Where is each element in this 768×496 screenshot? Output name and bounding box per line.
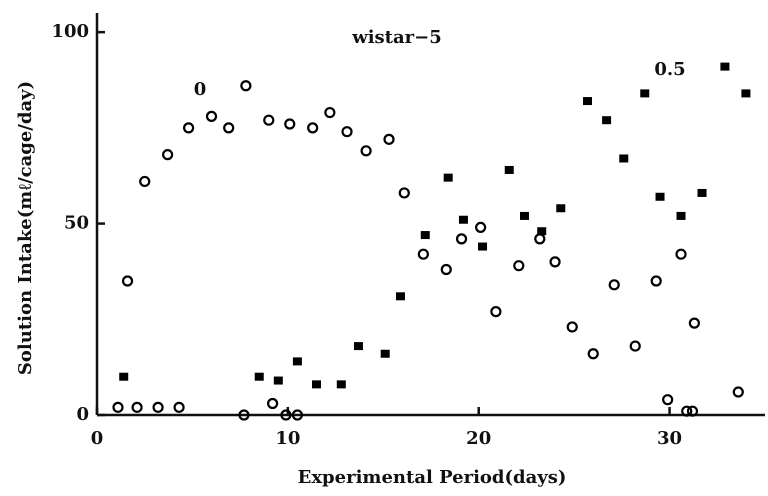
point [417, 248, 429, 260]
point [513, 260, 525, 272]
point [266, 397, 279, 410]
point [676, 211, 686, 220]
point [291, 409, 303, 421]
y-tick-label: 100 [51, 21, 89, 42]
point [360, 145, 372, 157]
x-tick-label: 10 [275, 428, 300, 449]
point [223, 122, 235, 134]
point [162, 149, 174, 161]
point [640, 89, 650, 98]
point [455, 233, 468, 245]
point [152, 401, 164, 413]
point [688, 317, 700, 329]
point [119, 372, 129, 381]
point [602, 116, 612, 125]
point [324, 106, 336, 119]
point [112, 401, 124, 413]
series-label: 0.5 [654, 59, 685, 80]
point [307, 122, 319, 134]
series-label: 0 [194, 79, 207, 100]
point [556, 204, 566, 213]
x-tick-label: 30 [657, 428, 682, 449]
point [475, 221, 487, 233]
point [238, 409, 250, 421]
point [395, 292, 405, 301]
point [537, 227, 547, 236]
point [139, 175, 151, 188]
y-tick-label: 50 [64, 213, 89, 234]
point [549, 256, 561, 268]
point [336, 380, 346, 389]
point [353, 342, 363, 351]
x-tick-label: 20 [466, 428, 491, 449]
point [280, 409, 292, 421]
point [383, 133, 395, 145]
point [619, 154, 629, 163]
point [741, 89, 751, 98]
point [520, 211, 530, 220]
point [697, 188, 707, 197]
point [686, 405, 699, 417]
point [655, 192, 665, 201]
point [254, 372, 264, 381]
point [458, 215, 468, 224]
point [284, 118, 296, 130]
y-tick-label: 0 [76, 404, 89, 425]
point [240, 80, 252, 92]
point [478, 242, 488, 251]
point [173, 401, 185, 413]
point [311, 380, 321, 389]
point [534, 233, 546, 245]
point [263, 114, 275, 126]
point [205, 110, 218, 122]
point [681, 405, 693, 417]
point [341, 126, 353, 138]
point [583, 97, 593, 106]
point [121, 275, 134, 287]
point [566, 321, 578, 333]
point [650, 275, 662, 287]
point [675, 248, 687, 260]
point [273, 376, 283, 385]
point [443, 173, 453, 182]
y-axis-label: Solution Intake(mℓ/cage/day) [15, 81, 36, 375]
point [380, 349, 390, 358]
x-axis-label: Experimental Period(days) [298, 467, 567, 488]
point [440, 263, 452, 276]
point [608, 279, 620, 291]
point [732, 386, 744, 398]
point [420, 231, 430, 240]
chart-title: wistar−5 [351, 27, 442, 48]
point [183, 122, 195, 134]
point [504, 165, 514, 174]
point [398, 187, 410, 199]
point [131, 401, 143, 413]
point [662, 394, 674, 406]
point [490, 306, 502, 318]
point [720, 62, 730, 71]
point [587, 348, 599, 360]
point [292, 357, 302, 366]
x-tick-label: 0 [91, 428, 104, 449]
point [629, 340, 641, 352]
